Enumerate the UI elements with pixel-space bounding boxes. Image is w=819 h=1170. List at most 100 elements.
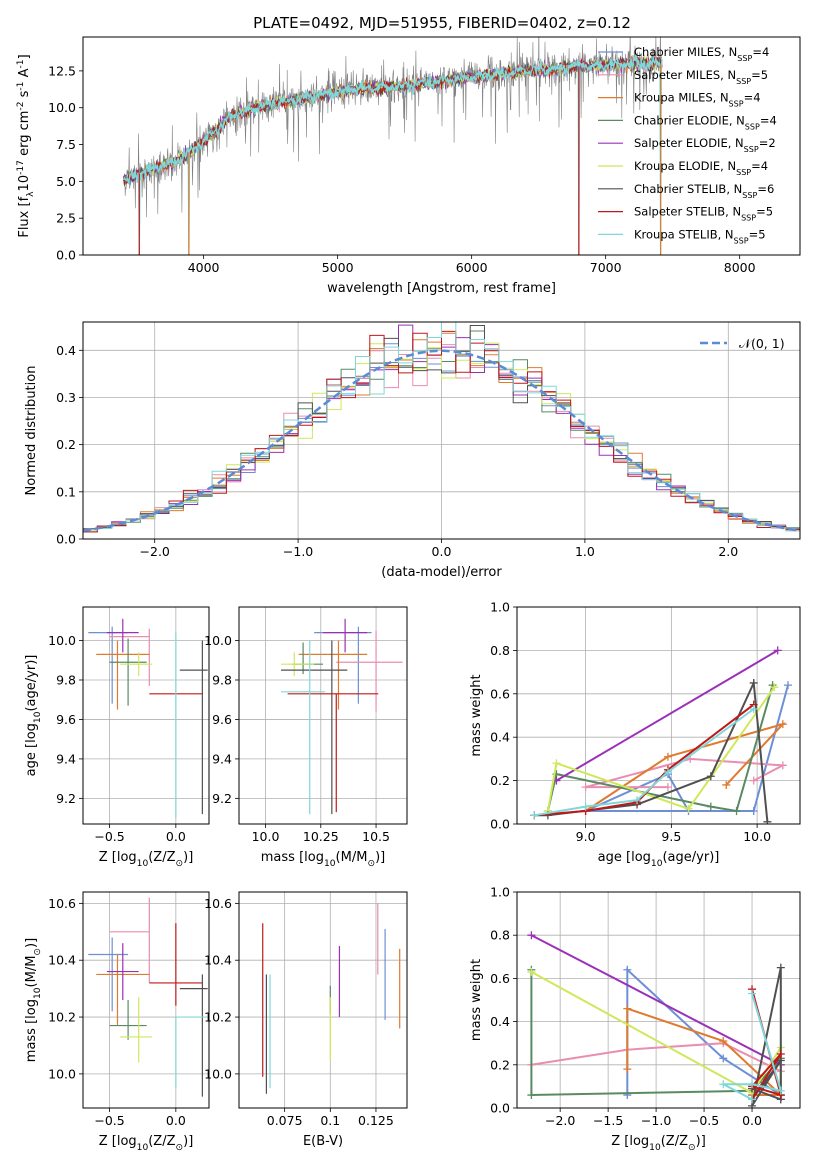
mass-vs-Z-panel: −0.5 0.0 10.0 10.2 10.4 10.6 Z [log10(Z/Z⊙)] ma… (24, 891, 210, 1153)
normal-curve (83, 349, 798, 532)
weight-marker-kroupa-miles (722, 780, 731, 789)
legend-label: Kroupa STELIB, NSSP=5 (634, 227, 766, 245)
spectrum-panel: Chabrier MILES, NSSP=4 Salpeter MILES, NS… (16, 36, 801, 296)
weight-lines (530, 646, 792, 824)
y-tick-label: 10.4 (204, 953, 232, 968)
y-tick-label: 10.0 (48, 1066, 76, 1081)
weight-vs-age-panel: 9.0 9.5 10.0 0.0 0.2 0.4 0.6 0.8 1.0 age [log10(a… (469, 600, 801, 869)
weight-marker-chabrier-miles (783, 681, 792, 690)
legend-label: Chabrier MILES, NSSP=4 (634, 45, 769, 63)
y-tick-label: 0.8 (490, 643, 510, 658)
weight-marker-chabrier-elodie (732, 806, 741, 815)
x-tick-label: 1.0 (575, 544, 595, 559)
axis-label: mass weight (469, 674, 484, 756)
weight-marker-kroupa-miles (719, 1037, 728, 1046)
mass-vs-EBV-panel: 0.075 0.1 0.125 10.0 10.2 10.4 10.6 E(B-V) (204, 891, 408, 1149)
axes-frame (238, 606, 408, 825)
weight-marker-salpeter-miles (581, 783, 590, 792)
errorbars (88, 618, 208, 819)
x-tick-label: −1.5 (593, 1113, 623, 1128)
weight-marker-kroupa-stelib (749, 704, 758, 713)
weight-marker-chabrier-miles (623, 965, 632, 974)
x-tick-label: 0.075 (267, 1113, 303, 1128)
weight-line-chabrier-stelib (534, 679, 769, 822)
x-tick-label: −2.0 (140, 544, 170, 559)
x-tick-label: 5000 (322, 260, 354, 275)
histogram-kroupa-stelib (83, 322, 800, 531)
weight-line-chabrier-elodie (546, 684, 774, 813)
x-tick-label: −1.0 (283, 544, 313, 559)
axis-label: (data-model)/error (381, 565, 502, 580)
residuals-panel: 𝒩(0, 1) −2.0 −1.0 0.0 1.0 2.0 0.0 0.1 0.2 0.3 0.4 (… (24, 321, 801, 580)
histograms (83, 322, 800, 533)
y-tick-label: 7.5 (56, 137, 76, 152)
weight-marker-chabrier-miles (749, 806, 758, 815)
axis-label: wavelength [Angstrom, rest frame] (327, 281, 556, 296)
axis-label: mass [log10(M/M⊙)] (24, 938, 43, 1062)
x-tick-label: −2.0 (545, 1113, 575, 1128)
y-tick-label: 1.0 (490, 885, 510, 900)
axis-label: age [log10(age/yr)] (24, 655, 43, 777)
x-tick-label: 0.125 (358, 1113, 394, 1128)
weight-marker-kroupa-stelib (748, 989, 757, 998)
weight-marker-salpeter-miles (749, 776, 758, 785)
legend-label: Kroupa MILES, NSSP=4 (634, 91, 761, 109)
x-tick-label: 9.0 (576, 829, 596, 844)
x-tick-label: 10.0 (743, 829, 771, 844)
y-tick-label: 0.4 (490, 730, 510, 745)
axis-label: Flux [fλ10-17 erg cm-2 s-1 A-1] (16, 54, 36, 237)
y-tick-label: 9.8 (212, 672, 232, 687)
y-tick-label: 1.0 (490, 600, 510, 615)
age-vs-Z-panel: −0.5 0.0 9.2 9.4 9.6 9.8 10.0 Z [log10(Z/Z⊙)] ag… (24, 606, 210, 869)
y-tick-label: 10.2 (48, 1010, 76, 1025)
axis-label: Z [log10(Z/Z⊙)] (611, 1134, 706, 1153)
y-tick-label: 12.5 (48, 63, 76, 78)
weight-marker-chabrier-elodie (706, 802, 715, 811)
weight-marker-kroupa-miles (663, 752, 672, 761)
y-tick-label: 10.2 (204, 1010, 232, 1025)
x-tick-label: 8000 (724, 260, 756, 275)
x-tick-label: 2.0 (718, 544, 738, 559)
spectrum-legend: Chabrier MILES, NSSP=4 Salpeter MILES, NS… (598, 45, 777, 245)
y-tick-label: 9.6 (56, 712, 76, 727)
axes-frame (82, 606, 210, 825)
weight-marker-kroupa-stelib (581, 802, 590, 811)
y-tick-label: 9.4 (212, 751, 232, 766)
y-tick-label: 0.4 (56, 343, 76, 358)
axes-frame (238, 891, 408, 1109)
axes-frame (82, 36, 801, 256)
axes-frame (516, 891, 801, 1109)
y-tick-label: 10.0 (48, 100, 76, 115)
axis-label: Z [log10(Z/Z⊙)] (99, 1134, 194, 1153)
y-tick-label: 9.8 (56, 672, 76, 687)
x-tick-label: −0.5 (689, 1113, 719, 1128)
legend-label: Kroupa ELODIE, NSSP=4 (634, 159, 768, 177)
x-tick-label: 9.5 (661, 829, 681, 844)
y-tick-label: 10.6 (204, 896, 232, 911)
y-tick-label: 0.0 (56, 248, 76, 263)
y-tick-label: 10.6 (48, 896, 76, 911)
axes-frame (82, 891, 210, 1109)
weight-marker-kroupa-miles (623, 1004, 632, 1013)
weight-line-kroupa-miles (585, 722, 786, 812)
weight-marker-chabrier-stelib (776, 963, 785, 972)
weight-line-salpeter-elodie (555, 649, 779, 782)
weight-line-chabrier-stelib (751, 967, 782, 1107)
y-tick-label: 0.1 (56, 484, 76, 499)
x-tick-label: −1.0 (641, 1113, 671, 1128)
weight-marker-chabrier-elodie (527, 1091, 536, 1100)
legend-label: Salpeter ELODIE, NSSP=2 (634, 136, 776, 154)
y-tick-label: 9.6 (212, 712, 232, 727)
y-tick-label: 0.6 (490, 971, 510, 986)
axis-label: mass weight (469, 959, 484, 1041)
legend-label: Chabrier STELIB, NSSP=6 (634, 182, 774, 200)
x-tick-label: −0.5 (94, 1113, 124, 1128)
spectrum-curves (122, 37, 663, 255)
errorbars (262, 903, 401, 1094)
weight-marker-kroupa-stelib (719, 1080, 728, 1089)
weight-marker-chabrier-stelib (706, 772, 715, 781)
axis-label: mass [log10(M/M⊙)] (261, 850, 385, 869)
x-tick-label: 6000 (456, 260, 488, 275)
weight-marker-chabrier-stelib (749, 678, 758, 687)
x-tick-label: 10.25 (303, 829, 339, 844)
